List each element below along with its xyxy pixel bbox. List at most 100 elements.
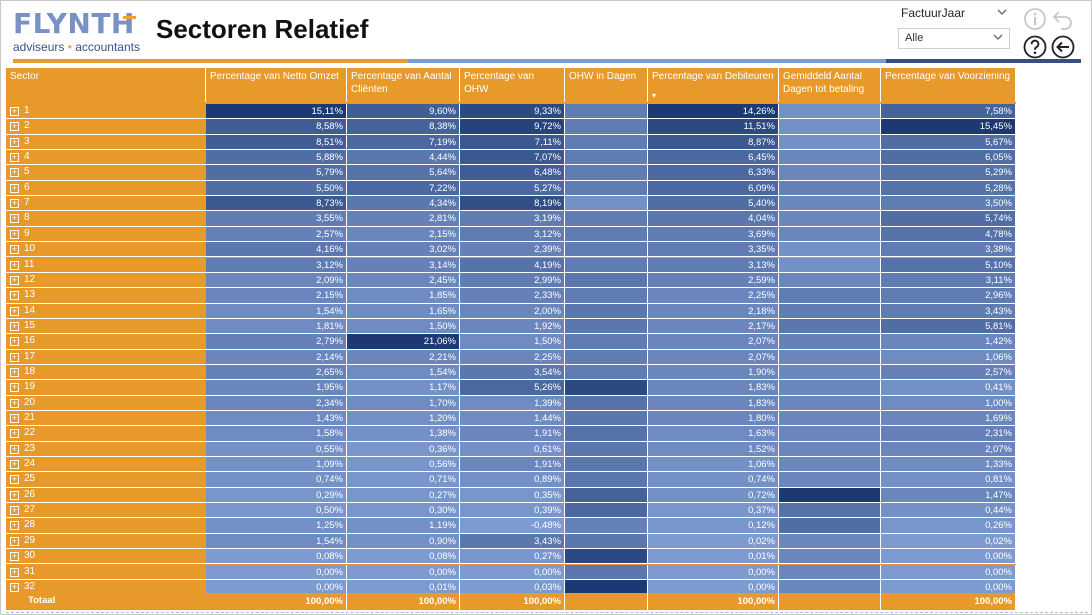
table-row: +17 2,14% 2,21% 2,25% 2,07% 1,06% [6,349,1016,365]
value-cell-ohw: 9,72% [460,119,565,135]
value-cell-ohw-dagen [565,533,648,550]
expand-plus-icon[interactable]: + [10,489,19,500]
value-cell-ohw-dagen [565,411,648,427]
expand-plus-icon[interactable]: + [10,274,19,285]
value-cell-netto-omzet: 2,14% [206,349,347,365]
table-row: +4 5,88% 4,44% 7,07% 6,45% 6,05% [6,150,1016,166]
header-col-sector[interactable]: Sector [6,68,206,102]
expand-plus-icon[interactable]: + [10,397,19,408]
expand-plus-icon[interactable]: + [10,382,19,393]
value-cell-dagen-betaling [779,349,881,365]
value-cell-ohw-dagen [565,318,648,335]
header-col-debiteuren[interactable]: Percentage van Debiteuren ▾ [648,68,779,102]
value-cell-ohw: 0,35% [460,487,565,504]
help-icon[interactable] [1023,35,1047,59]
total-cell-debiteuren: 100,00% [648,593,779,610]
value-cell-voorziening: 0,26% [881,518,1016,534]
value-cell-ohw: 5,27% [460,180,565,197]
factuurjaar-dropdown[interactable]: Alle [898,28,1010,49]
value-cell-debiteuren: 6,09% [648,180,779,197]
sector-cell: +12 [6,272,206,289]
expand-plus-icon[interactable]: + [10,121,19,132]
expand-plus-icon[interactable]: + [10,505,19,516]
header-col-dagen-betaling[interactable]: Gemiddeld Aantal Dagen tot betaling [779,68,881,102]
table-row: +13 2,15% 1,85% 2,33% 2,25% 2,96% [6,288,1016,304]
table-row: +6 5,50% 7,22% 5,27% 6,09% 5,28% [6,180,1016,197]
value-cell-aantal-clienten: 0,56% [347,457,460,473]
expand-plus-icon[interactable]: + [10,320,19,331]
value-cell-ohw-dagen [565,288,648,304]
expand-plus-icon[interactable]: + [10,336,19,347]
expand-plus-icon[interactable]: + [10,305,19,316]
sector-matrix-table[interactable]: Sector Percentage van Netto Omzet Percenta… [6,68,1016,610]
expand-plus-icon[interactable]: + [10,413,19,423]
expand-plus-icon[interactable]: + [10,443,19,454]
sector-cell: +28 [6,518,206,534]
sector-cell: +13 [6,288,206,304]
value-cell-aantal-clienten: 0,27% [347,487,460,504]
sector-label: 28 [24,519,36,531]
info-icon[interactable] [1023,7,1047,31]
expand-plus-icon[interactable]: + [10,198,19,209]
value-cell-aantal-clienten: 8,38% [347,119,460,135]
expand-plus-icon[interactable]: + [10,136,19,147]
header-col-voorziening[interactable]: Percentage van Voorziening [881,68,1016,102]
value-cell-ohw: 7,11% [460,134,565,151]
value-cell-ohw: 1,39% [460,395,565,411]
value-cell-debiteuren: 2,25% [648,288,779,304]
total-cell-ohw-dagen [565,593,648,610]
table-row: +22 1,58% 1,38% 1,91% 1,63% 2,31% [6,426,1016,442]
sort-desc-icon[interactable]: ▾ [652,91,657,100]
sector-label: 7 [24,197,30,209]
expand-plus-icon[interactable]: + [10,366,19,377]
expand-plus-icon[interactable]: + [10,259,19,270]
expand-plus-icon[interactable]: + [10,459,19,470]
table-row: +32 0,00% 0,01% 0,03% 0,00% 0,00% [6,579,1016,596]
header-col-ohw[interactable]: Percentage van OHW [460,68,565,102]
back-arrow-icon[interactable] [1051,35,1075,59]
value-cell-dagen-betaling [779,104,881,120]
value-cell-ohw-dagen [565,165,648,181]
value-cell-voorziening: 0,00% [881,564,1016,580]
value-cell-debiteuren: 3,35% [648,242,779,258]
expand-plus-icon[interactable]: + [10,535,19,546]
value-cell-dagen-betaling [779,380,881,396]
expand-plus-icon[interactable]: + [10,167,19,178]
expand-plus-icon[interactable]: + [10,228,19,239]
header-col-ohw-dagen[interactable]: OHW in Dagen [565,68,648,102]
expand-plus-icon[interactable]: + [10,244,19,255]
sector-label: 16 [24,335,36,347]
header-col-aantal-clienten[interactable]: Percentage van Aantal Cliënten [347,68,460,102]
value-cell-ohw-dagen [565,196,648,212]
expand-plus-icon[interactable]: + [10,106,19,116]
sector-cell: +16 [6,334,206,350]
table-row: +1 15,11% 9,60% 9,33% 14,26% 7,58% [6,104,1016,120]
expand-plus-icon[interactable]: + [10,566,19,577]
expand-plus-icon[interactable]: + [10,551,19,562]
value-cell-ohw-dagen [565,104,648,120]
undo-icon[interactable] [1051,7,1075,31]
expand-plus-icon[interactable]: + [10,213,19,224]
table-row: +31 0,00% 0,00% 0,00% 0,00% 0,00% [6,564,1016,580]
expand-plus-icon[interactable]: + [10,290,19,301]
table-row: +11 3,12% 3,14% 4,19% 3,13% 5,10% [6,257,1016,273]
value-cell-ohw: 5,26% [460,380,565,396]
value-cell-ohw-dagen [565,472,648,488]
value-cell-netto-omzet: 3,12% [206,257,347,273]
value-cell-netto-omzet: 1,25% [206,518,347,534]
total-cell-voorziening: 100,00% [881,593,1016,610]
expand-plus-icon[interactable]: + [10,428,19,439]
expand-plus-icon[interactable]: + [10,351,19,362]
value-cell-voorziening: 0,81% [881,472,1016,488]
expand-plus-icon[interactable]: + [10,152,19,163]
value-cell-voorziening: 0,00% [881,549,1016,565]
factuurjaar-slicer-label: FactuurJaar [901,6,966,20]
header-col-netto-omzet[interactable]: Percentage van Netto Omzet [206,68,347,102]
table-row: +20 2,34% 1,70% 1,39% 1,83% 1,00% [6,395,1016,411]
value-cell-ohw-dagen [565,257,648,273]
expand-plus-icon[interactable]: + [10,474,19,485]
expand-plus-icon[interactable]: + [10,182,19,193]
expand-plus-icon[interactable]: + [10,581,19,592]
expand-plus-icon[interactable]: + [10,520,19,531]
chevron-down-icon[interactable] [996,6,1008,21]
